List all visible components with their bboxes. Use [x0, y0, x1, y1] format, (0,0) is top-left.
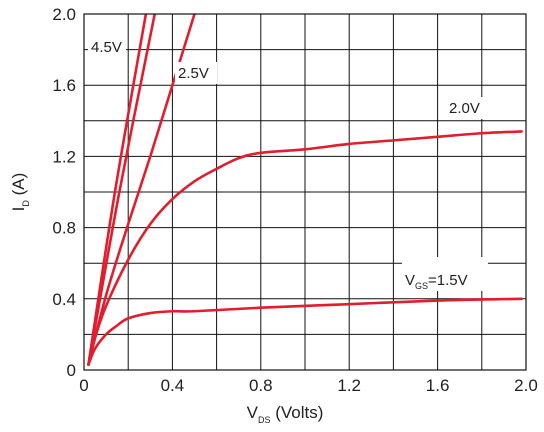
x-tick-label: 0.8 [249, 376, 273, 395]
y-tick-label: 0.4 [52, 290, 76, 309]
x-axis-title: VDS (Volts) [247, 403, 324, 425]
curves [87, 14, 523, 366]
series-line-4 [87, 130, 523, 366]
grid [84, 14, 526, 370]
x-tick-label: 1.2 [337, 376, 361, 395]
y-tick-label: 1.2 [52, 147, 76, 166]
curve-label-1: 4.5V [88, 36, 126, 58]
svg-text:VGS=1.5V: VGS=1.5V [405, 272, 468, 291]
y-tick-label: 0 [67, 361, 76, 380]
series-line-2 [87, 14, 157, 366]
y-tick-label: 2.0 [52, 5, 76, 24]
curve-label-2: 2.5V [175, 62, 217, 84]
curve-label-3: 2.0V [446, 97, 492, 119]
x-tick-label: 2.0 [514, 376, 538, 395]
curve-label-4: VGS=1.5V [402, 257, 488, 291]
y-tick-label: 0.8 [52, 219, 76, 238]
plot-frame [83, 13, 527, 371]
series-line-3 [87, 14, 196, 366]
x-tick-label: 1.6 [426, 376, 450, 395]
x-tick-label: 0 [79, 376, 88, 395]
y-axis-title: ID (A) [9, 173, 31, 212]
svg-text:2.0V: 2.0V [449, 100, 480, 117]
series-line-5 [87, 297, 523, 366]
y-tick-label: 1.6 [52, 76, 76, 95]
x-tick-label: 0.4 [161, 376, 185, 395]
curve-labels: 4.5V 2.5V 2.0V VGS=1.5V [88, 36, 492, 291]
ticks: 0 0.4 0.8 1.2 1.6 2.0 0 0.4 0.8 1.2 1.6 2.0 [52, 5, 537, 395]
svg-text:2.5V: 2.5V [178, 65, 209, 82]
svg-text:4.5V: 4.5V [91, 39, 122, 56]
